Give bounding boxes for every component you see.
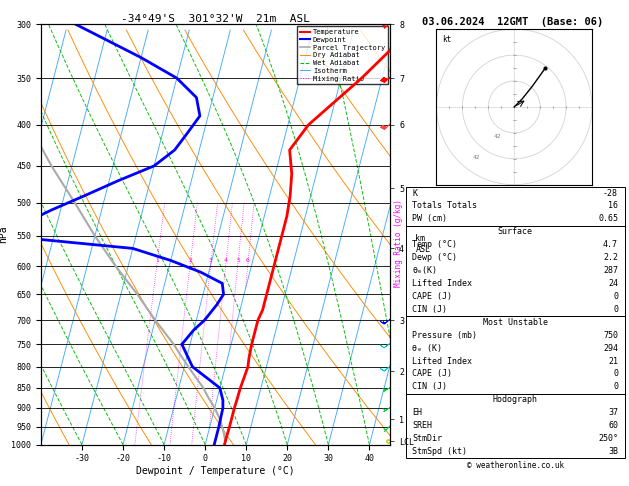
Text: 0: 0 — [613, 292, 618, 301]
Text: CAPE (J): CAPE (J) — [412, 292, 452, 301]
Text: 21: 21 — [608, 357, 618, 365]
Text: 750: 750 — [603, 330, 618, 340]
Text: θₑ (K): θₑ (K) — [412, 344, 442, 353]
Y-axis label: hPa: hPa — [0, 226, 8, 243]
Text: Lifted Index: Lifted Index — [412, 279, 472, 288]
Text: StmDir: StmDir — [412, 434, 442, 443]
Text: 5: 5 — [236, 259, 240, 263]
Text: Lifted Index: Lifted Index — [412, 357, 472, 365]
Bar — [406, 394, 625, 458]
Text: 42: 42 — [494, 134, 501, 139]
Text: 42: 42 — [473, 155, 480, 160]
Text: 0.65: 0.65 — [598, 214, 618, 224]
Text: 60: 60 — [608, 421, 618, 430]
Text: Most Unstable: Most Unstable — [482, 318, 548, 327]
Text: 0: 0 — [613, 369, 618, 379]
Text: Hodograph: Hodograph — [493, 395, 538, 404]
Text: 2: 2 — [188, 259, 192, 263]
Text: K: K — [412, 189, 417, 197]
Text: Pressure (mb): Pressure (mb) — [412, 330, 477, 340]
Title: -34°49'S  301°32'W  21m  ASL: -34°49'S 301°32'W 21m ASL — [121, 14, 310, 23]
Text: SREH: SREH — [412, 421, 432, 430]
Text: Temp (°C): Temp (°C) — [412, 240, 457, 249]
Text: 2.2: 2.2 — [603, 253, 618, 262]
Text: CAPE (J): CAPE (J) — [412, 369, 452, 379]
Text: © weatheronline.co.uk: © weatheronline.co.uk — [467, 461, 564, 470]
Text: 287: 287 — [603, 266, 618, 275]
Text: 03.06.2024  12GMT  (Base: 06): 03.06.2024 12GMT (Base: 06) — [422, 17, 603, 27]
Y-axis label: km
ASL: km ASL — [415, 235, 430, 254]
Text: kt: kt — [442, 35, 451, 44]
Text: 0: 0 — [613, 382, 618, 391]
X-axis label: Dewpoint / Temperature (°C): Dewpoint / Temperature (°C) — [136, 466, 295, 476]
Text: Mixing Ratio (g/kg): Mixing Ratio (g/kg) — [394, 199, 403, 287]
Text: 4.7: 4.7 — [603, 240, 618, 249]
Bar — [406, 187, 625, 226]
Text: Surface: Surface — [498, 227, 533, 236]
Bar — [406, 316, 625, 394]
Text: 37: 37 — [608, 408, 618, 417]
Text: -28: -28 — [603, 189, 618, 197]
Text: StmSpd (kt): StmSpd (kt) — [412, 447, 467, 456]
Text: 1: 1 — [155, 259, 159, 263]
Text: 3: 3 — [209, 259, 213, 263]
Text: CIN (J): CIN (J) — [412, 305, 447, 314]
Text: Totals Totals: Totals Totals — [412, 202, 477, 210]
Text: 250°: 250° — [598, 434, 618, 443]
Text: 24: 24 — [608, 279, 618, 288]
Text: 16: 16 — [608, 202, 618, 210]
Text: 6: 6 — [246, 259, 250, 263]
Text: Dewp (°C): Dewp (°C) — [412, 253, 457, 262]
Text: 0: 0 — [613, 305, 618, 314]
Text: 3B: 3B — [608, 447, 618, 456]
Text: 4: 4 — [224, 259, 228, 263]
Text: EH: EH — [412, 408, 422, 417]
Bar — [406, 226, 625, 316]
Text: θₑ(K): θₑ(K) — [412, 266, 437, 275]
Legend: Temperature, Dewpoint, Parcel Trajectory, Dry Adiabat, Wet Adiabat, Isotherm, Mi: Temperature, Dewpoint, Parcel Trajectory… — [297, 26, 388, 85]
Text: 294: 294 — [603, 344, 618, 353]
Text: PW (cm): PW (cm) — [412, 214, 447, 224]
Text: CIN (J): CIN (J) — [412, 382, 447, 391]
